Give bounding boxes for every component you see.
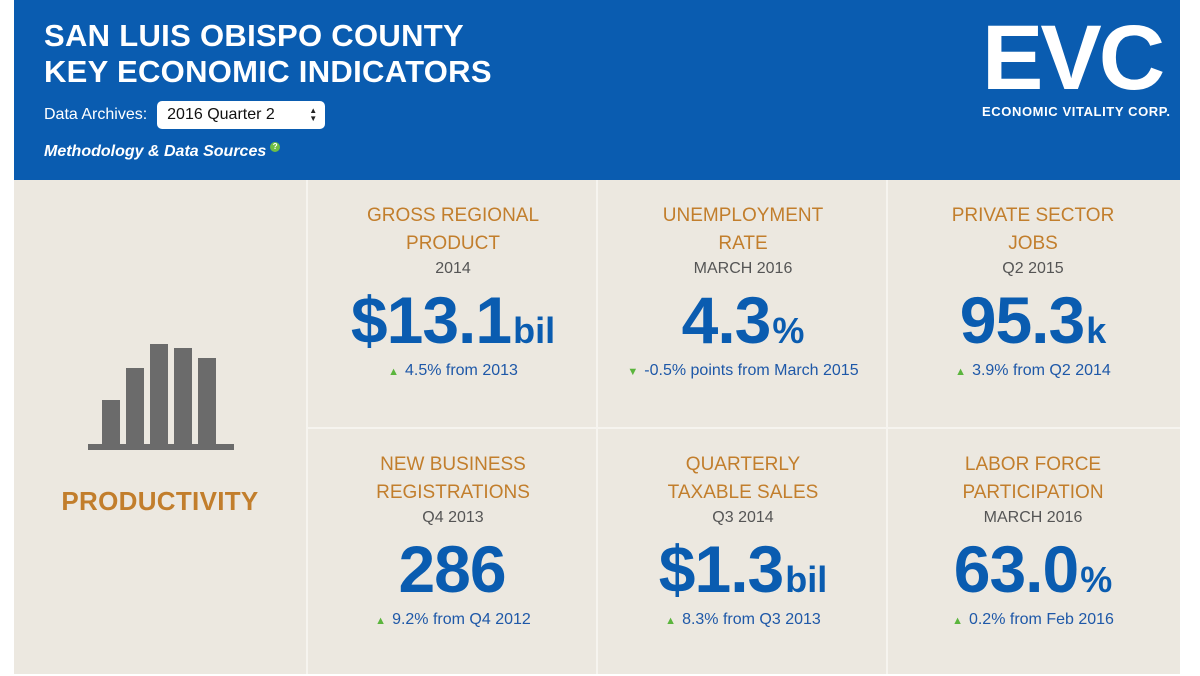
value-unit: bil — [513, 310, 556, 351]
trend-up-icon: ▲ — [375, 615, 387, 627]
indicator-period: Q2 2015 — [1002, 260, 1064, 277]
value-number: 95.3 — [959, 283, 1085, 357]
indicator-grid: GROSS REGIONAL PRODUCT 2014 $13.1bil ▲ 4.5… — [306, 180, 1180, 674]
grid-divider — [306, 427, 1180, 429]
value-unit: % — [772, 310, 805, 351]
indicator-period: MARCH 2016 — [983, 509, 1083, 526]
indicator-change: ▲ 4.5% from 2013 — [388, 362, 518, 379]
indicator-period: MARCH 2016 — [693, 260, 793, 277]
data-archives-label: Data Archives: — [44, 106, 148, 123]
trend-up-icon: ▲ — [952, 615, 963, 627]
indicator-period: 2014 — [435, 260, 471, 277]
indicator-value: 95.3k — [888, 280, 1178, 371]
data-archives-select[interactable]: 2016 Quarter 2 ▲ ▼ — [157, 101, 326, 129]
trend-up-icon: ▲ — [388, 366, 399, 378]
indicator-change: ▲ 9.2% from Q4 2012 — [375, 611, 531, 628]
indicator-change: ▲ 0.2% from Feb 2016 — [952, 611, 1114, 628]
indicator-title: QUARTERLY TAXABLE SALES — [667, 454, 819, 503]
indicator-title: LABOR FORCE PARTICIPATION — [962, 454, 1104, 503]
indicator-card-new-business-registrations[interactable]: NEW BUSINESS REGISTRATIONS Q4 2013 286 ▲ 9… — [308, 429, 598, 676]
indicator-card-gross-regional-product[interactable]: GROSS REGIONAL PRODUCT 2014 $13.1bil ▲ 4.5… — [308, 180, 598, 427]
value-prefix: $ — [658, 532, 696, 606]
indicators-panel: PRODUCTIVITY GROSS REGIONAL PRODUCT 2014 … — [14, 180, 1180, 674]
indicator-value: 63.0% — [888, 529, 1178, 620]
logo-mark: EVC — [982, 7, 1165, 109]
indicator-period: Q4 2013 — [422, 509, 484, 526]
page-title: SAN LUIS OBISPO COUNTY KEY ECONOMIC INDI… — [44, 18, 492, 90]
methodology-link-row[interactable]: Methodology & Data Sources ? — [44, 142, 281, 161]
bar-chart-icon — [88, 344, 234, 450]
indicator-title: GROSS REGIONAL PRODUCT — [366, 205, 540, 254]
indicator-title: NEW BUSINESS REGISTRATIONS — [376, 454, 530, 503]
value-number: 13.1 — [386, 283, 512, 357]
value-unit: k — [1086, 310, 1107, 351]
title-line-2: KEY ECONOMIC INDICATORS — [44, 54, 492, 89]
trend-up-icon: ▲ — [955, 366, 967, 378]
indicator-title: PRIVATE SECTOR JOBS — [951, 205, 1115, 254]
indicator-value: $13.1bil — [308, 280, 598, 371]
indicator-card-unemployment-rate[interactable]: UNEMPLOYMENT RATE MARCH 2016 4.3% ▼ -0.5% … — [598, 180, 888, 427]
trend-up-icon: ▲ — [665, 615, 677, 627]
indicator-change: ▲ 3.9% from Q2 2014 — [955, 362, 1111, 379]
value-number: 1.3 — [694, 532, 784, 606]
select-arrows-icon: ▲ ▼ — [309, 106, 318, 123]
data-archives-control: Data Archives: 2016 Quarter 2 ▲ ▼ — [44, 101, 326, 129]
methodology-link[interactable]: Methodology & Data Sources — [44, 143, 267, 160]
logo-subtitle: ECONOMIC VITALITY CORP. — [982, 104, 1171, 119]
help-icon[interactable]: ? — [270, 142, 281, 152]
indicator-title: UNEMPLOYMENT RATE — [662, 205, 824, 254]
value-unit: % — [1080, 559, 1113, 600]
category-label: PRODUCTIVITY — [61, 486, 259, 516]
indicator-value: 4.3% — [598, 280, 888, 371]
value-number: 286 — [398, 532, 506, 606]
evc-logo: EVC ECONOMIC VITALITY CORP. — [982, 7, 1171, 119]
header-banner: SAN LUIS OBISPO COUNTY KEY ECONOMIC INDI… — [14, 0, 1180, 180]
trend-down-icon: ▼ — [627, 366, 639, 378]
indicator-card-labor-force-participation[interactable]: LABOR FORCE PARTICIPATION MARCH 2016 63.0… — [888, 429, 1178, 676]
category-productivity: PRODUCTIVITY — [14, 180, 306, 674]
indicator-period: Q3 2014 — [712, 509, 774, 526]
indicator-card-quarterly-taxable-sales[interactable]: QUARTERLY TAXABLE SALES Q3 2014 $1.3bil ▲… — [598, 429, 888, 676]
value-number: 63.0 — [953, 532, 1079, 606]
dashboard-frame: SAN LUIS OBISPO COUNTY KEY ECONOMIC INDI… — [14, 0, 1180, 674]
value-prefix: $ — [350, 283, 388, 357]
data-archives-selected-value: 2016 Quarter 2 — [167, 106, 275, 123]
value-unit: bil — [785, 559, 828, 600]
indicator-value: 286 — [308, 529, 598, 620]
value-number: 4.3 — [681, 283, 772, 357]
indicator-card-private-sector-jobs[interactable]: PRIVATE SECTOR JOBS Q2 2015 95.3k ▲ 3.9% f… — [888, 180, 1178, 427]
indicator-change: ▼ -0.5% points from March 2015 — [627, 362, 859, 379]
indicator-change: ▲ 8.3% from Q3 2013 — [665, 611, 821, 628]
title-line-1: SAN LUIS OBISPO COUNTY — [44, 18, 464, 53]
indicator-value: $1.3bil — [598, 529, 888, 620]
